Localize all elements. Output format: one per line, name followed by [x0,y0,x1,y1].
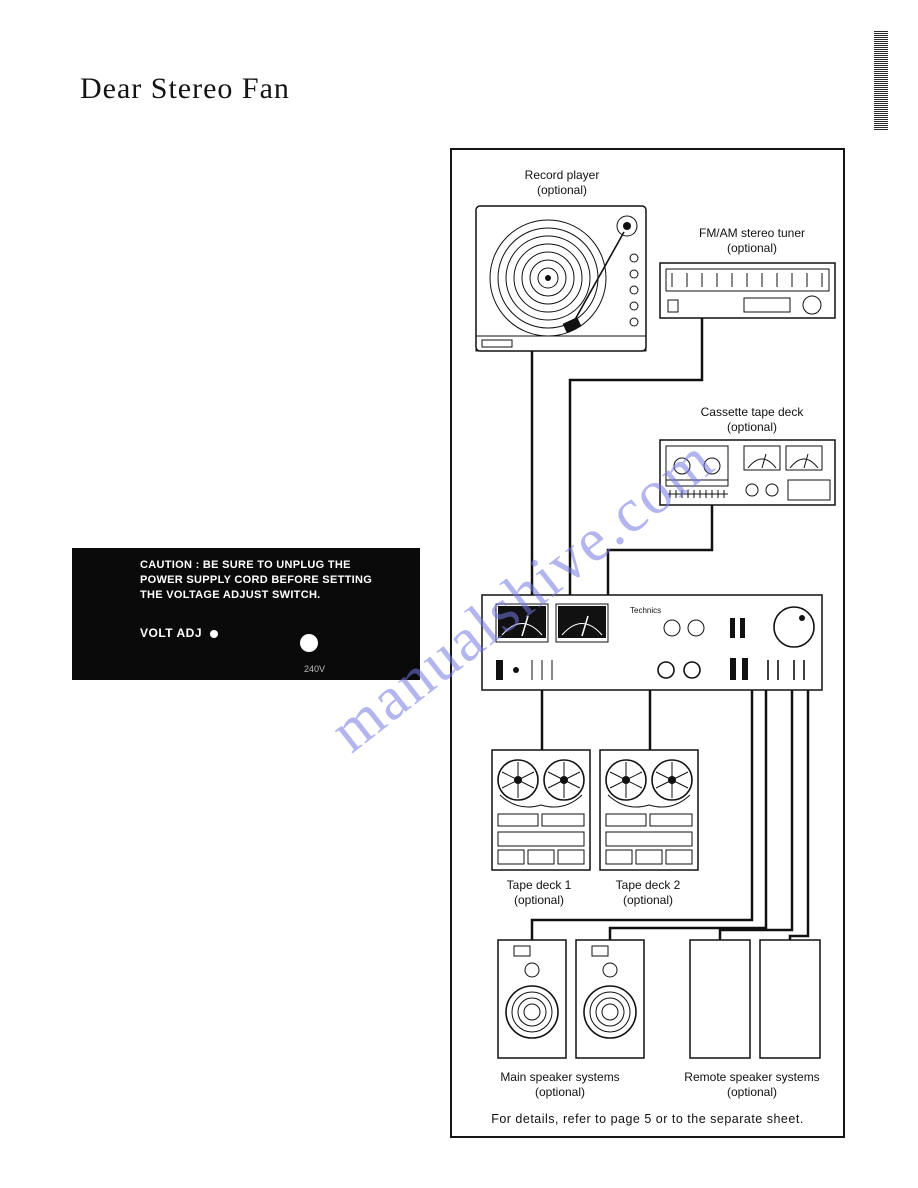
amplifier-icon: Technics [482,595,822,690]
volt-adj-label: VOLT ADJ [140,626,202,640]
tape-deck-1-icon [492,750,590,870]
side-ornament [874,30,888,130]
caution-line2: POWER SUPPLY CORD BEFORE SETTING [140,574,372,586]
cassette-deck-icon [660,440,835,505]
remote-speaker-left-icon [690,940,750,1058]
remote-speaker-right-icon [760,940,820,1058]
main-speaker-right-icon [576,940,644,1058]
page-title: Dear Stereo Fan [80,72,290,106]
page-root: Dear Stereo Fan CAUTION : BE SURE TO UNP… [0,0,918,1188]
volt-indicator-dot [210,630,218,638]
system-diagram-frame: Record player (optional) FM/AM stereo tu… [450,148,845,1138]
caution-panel: CAUTION : BE SURE TO UNPLUG THE POWER SU… [72,548,420,680]
caution-line1: BE SURE TO UNPLUG THE [203,559,351,571]
main-speaker-left-icon [498,940,566,1058]
caution-text: CAUTION : BE SURE TO UNPLUG THE POWER SU… [140,558,406,603]
caution-line3: THE VOLTAGE ADJUST SWITCH. [140,589,321,601]
record-player-icon [476,206,646,351]
voltage-value-label: 240V [304,664,325,674]
tuner-icon [660,263,835,318]
system-diagram-svg: Technics [452,150,843,1136]
volt-adjust-knob [300,634,318,652]
tape-deck-2-icon [600,750,698,870]
caution-heading: CAUTION : [140,559,200,571]
amp-brand-text: Technics [630,606,661,615]
